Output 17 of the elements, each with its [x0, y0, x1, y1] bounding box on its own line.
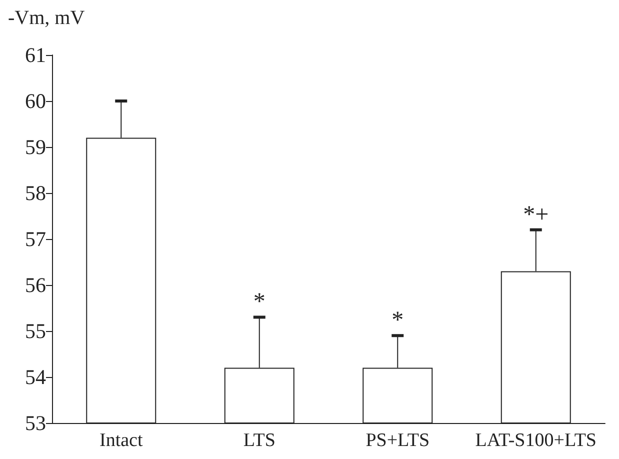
- y-tick-label: 60: [25, 89, 46, 113]
- x-tick-label: PS+LTS: [366, 430, 430, 451]
- y-tick-label: 56: [25, 273, 46, 297]
- x-tick-label: LTS: [243, 430, 276, 451]
- y-tick-label: 61: [25, 43, 46, 67]
- annotation: *: [392, 308, 404, 334]
- y-axis-title: -Vm, mV: [8, 7, 86, 29]
- x-tick-label: LAT-S100+LTS: [475, 430, 596, 451]
- y-tick-label: 54: [25, 365, 46, 389]
- annotation: *: [253, 289, 266, 316]
- y-tick-label: 55: [25, 319, 46, 343]
- y-tick-label: 58: [25, 181, 46, 205]
- annotation: *+: [523, 202, 549, 228]
- x-tick-label: Intact: [99, 430, 144, 451]
- y-tick-label: 53: [25, 411, 46, 435]
- y-tick-label: 57: [25, 227, 46, 251]
- y-tick-label: 59: [25, 135, 46, 159]
